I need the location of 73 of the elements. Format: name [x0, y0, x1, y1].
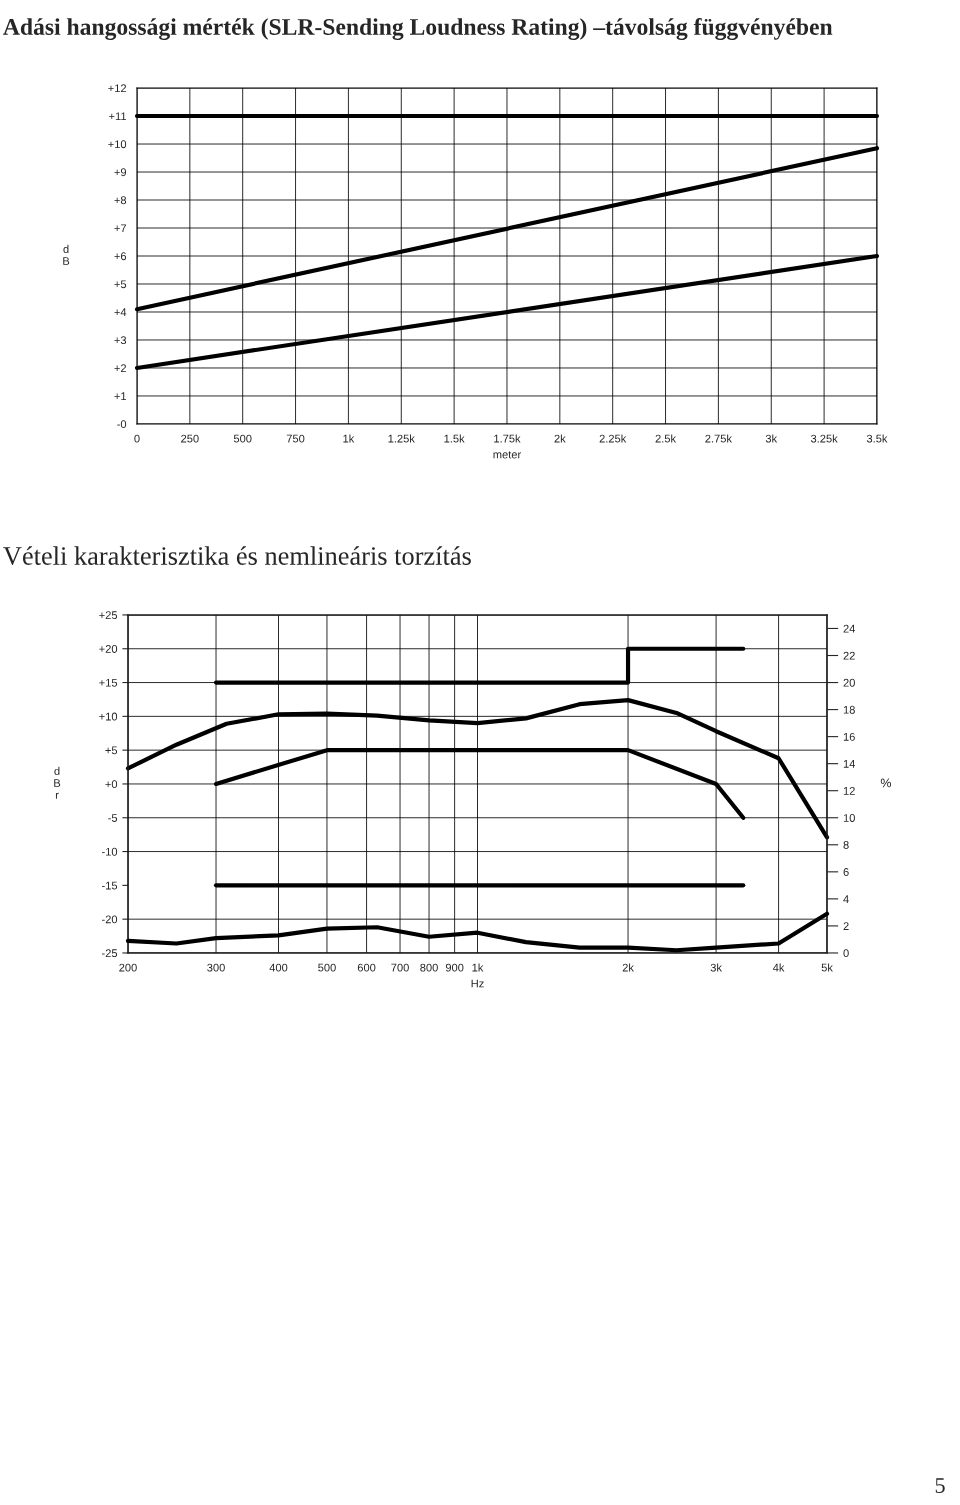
chart-title: Adási hangossági mérték (SLR-Sending Loudness Rating) –távolság függvényében — [3, 18, 833, 40]
y-axis-title: dBr — [54, 766, 61, 799]
y-tick-label: +11 — [109, 112, 127, 121]
y-tick-label: +0 — [105, 780, 118, 789]
x-tick-label: 1.25k — [388, 434, 415, 443]
x-axis-title: meter — [493, 451, 521, 459]
x-tick-label: 1k — [343, 434, 355, 443]
y2-tick-label: 12 — [843, 786, 855, 795]
y-tick-label: +1 — [114, 392, 127, 400]
y-tick-label: +5 — [114, 280, 127, 289]
x-tick-label: 3k — [765, 434, 778, 443]
y2-tick-label: 22 — [843, 651, 855, 660]
y-tick-label: +20 — [99, 645, 118, 653]
y2-tick-label: 4 — [843, 895, 849, 903]
x-tick-label: 500 — [233, 434, 252, 443]
x-tick-label: 400 — [269, 963, 288, 972]
x-tick-label: 700 — [391, 963, 409, 972]
y-tick-label: -10 — [101, 847, 118, 856]
y2-tick-label: 24 — [843, 624, 856, 633]
x-tick-label: 3.5k — [866, 434, 888, 443]
x-tick-label: 300 — [207, 963, 225, 972]
x-tick-label: 3.25k — [810, 434, 838, 443]
y-tick-label: +3 — [114, 336, 127, 345]
x-axis-title: Hz — [471, 979, 484, 988]
y-tick-label: +4 — [114, 308, 127, 317]
y2-tick-label: 6 — [843, 868, 849, 876]
y-tick-label: +2 — [114, 364, 127, 372]
x-tick-label: 3k — [710, 963, 722, 972]
y2-tick-label: 14 — [843, 760, 856, 768]
x-tick-label: 0 — [134, 434, 140, 443]
x-tick-label: 250 — [181, 434, 199, 443]
y-tick-label: -15 — [101, 881, 118, 890]
y-tick-label: +8 — [114, 196, 127, 205]
x-tick-label: 600 — [357, 963, 376, 972]
chart-title: Vételi karakterisztika és nemlineáris torzítás — [3, 546, 471, 566]
y-tick-label: +12 — [108, 84, 127, 93]
x-tick-label: 2.5k — [655, 434, 677, 443]
y-tick-label: -25 — [101, 949, 118, 958]
y-tick-label: +10 — [108, 140, 127, 149]
x-tick-label: 200 — [119, 963, 137, 972]
y2-tick-label: 0 — [843, 949, 849, 958]
y-tick-label: -5 — [108, 814, 118, 822]
x-tick-label: 4k — [772, 963, 785, 972]
y2-tick-label: 20 — [843, 678, 855, 687]
x-tick-label: 750 — [286, 434, 305, 443]
text: 5 — [935, 1478, 945, 1493]
y2-tick-label: 8 — [843, 841, 849, 849]
y-tick-label: +7 — [114, 224, 127, 233]
y2-tick-label: 16 — [843, 732, 855, 741]
y-tick-label: -0 — [117, 420, 127, 429]
y-tick-label: +5 — [105, 746, 118, 755]
y-tick-label: -20 — [101, 915, 118, 924]
x-tick-label: 2.25k — [599, 434, 627, 443]
x-tick-label: 1.75k — [494, 434, 521, 443]
y2-tick-label: 2 — [843, 922, 849, 930]
y2-tick-label: 18 — [843, 705, 855, 714]
x-tick-label: 2k — [554, 434, 566, 443]
y-axis-title: dB — [63, 244, 70, 265]
y-tick-label: +15 — [99, 678, 118, 687]
x-tick-label: 5k — [821, 963, 833, 972]
y-tick-label: +25 — [99, 611, 118, 620]
x-tick-label: 500 — [318, 963, 336, 972]
x-tick-label: 900 — [445, 963, 464, 972]
y2-axis-title: % — [880, 778, 892, 788]
x-tick-label: 1k — [472, 963, 484, 972]
y-tick-label: +10 — [99, 712, 118, 721]
y-tick-label: +6 — [114, 252, 127, 261]
y-tick-label: +9 — [114, 168, 127, 177]
x-tick-label: 2k — [622, 963, 634, 972]
x-tick-label: 1.5k — [444, 434, 465, 443]
y2-tick-label: 10 — [843, 814, 855, 822]
x-tick-label: 2.75k — [705, 434, 732, 443]
x-tick-label: 800 — [420, 963, 438, 972]
